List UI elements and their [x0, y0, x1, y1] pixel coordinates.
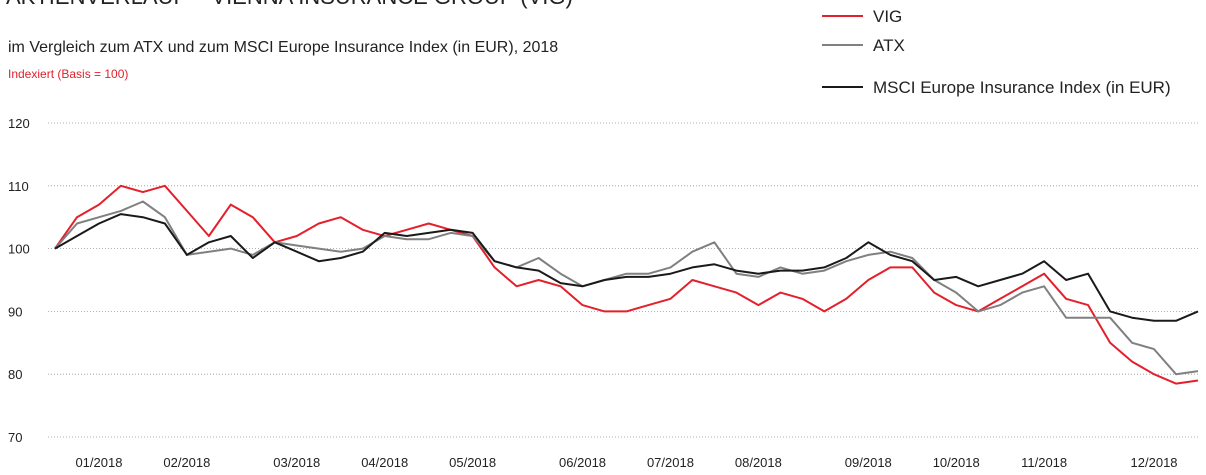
y-tick-label: 80 [8, 367, 22, 382]
y-tick-label: 70 [8, 430, 22, 445]
legend-label: VIG [873, 7, 902, 26]
chart-subtitle: im Vergleich zum ATX und zum MSCI Europe… [8, 39, 558, 56]
y-tick-label: 100 [8, 242, 30, 257]
x-tick-label: 03/2018 [273, 455, 320, 470]
y-tick-label: 120 [8, 116, 30, 131]
legend-label: MSCI Europe Insurance Index (in EUR) [873, 78, 1171, 97]
x-tick-label: 04/2018 [361, 455, 408, 470]
x-tick-label: 09/2018 [845, 455, 892, 470]
y-tick-label: 110 [8, 179, 29, 194]
chart-note: Indexiert (Basis = 100) [8, 67, 128, 81]
series-line [54, 184, 1199, 385]
x-tick-label: 02/2018 [163, 455, 210, 470]
series-line [54, 213, 1199, 322]
x-tick-label: 07/2018 [647, 455, 694, 470]
x-tick-label: 01/2018 [75, 455, 122, 470]
x-tick-label: 05/2018 [449, 455, 496, 470]
legend-label: ATX [873, 36, 905, 55]
x-tick-label: 10/2018 [933, 455, 980, 470]
x-tick-label: 12/2018 [1131, 455, 1178, 470]
series-line [54, 200, 1199, 376]
x-tick-label: 08/2018 [735, 455, 782, 470]
x-tick-label: 06/2018 [559, 455, 606, 470]
x-tick-label: 11/2018 [1021, 455, 1067, 470]
chart-title: AKTIENVERLAUF – VIENNA INSURANCE GROUP (… [6, 0, 573, 9]
y-tick-label: 90 [8, 304, 22, 319]
